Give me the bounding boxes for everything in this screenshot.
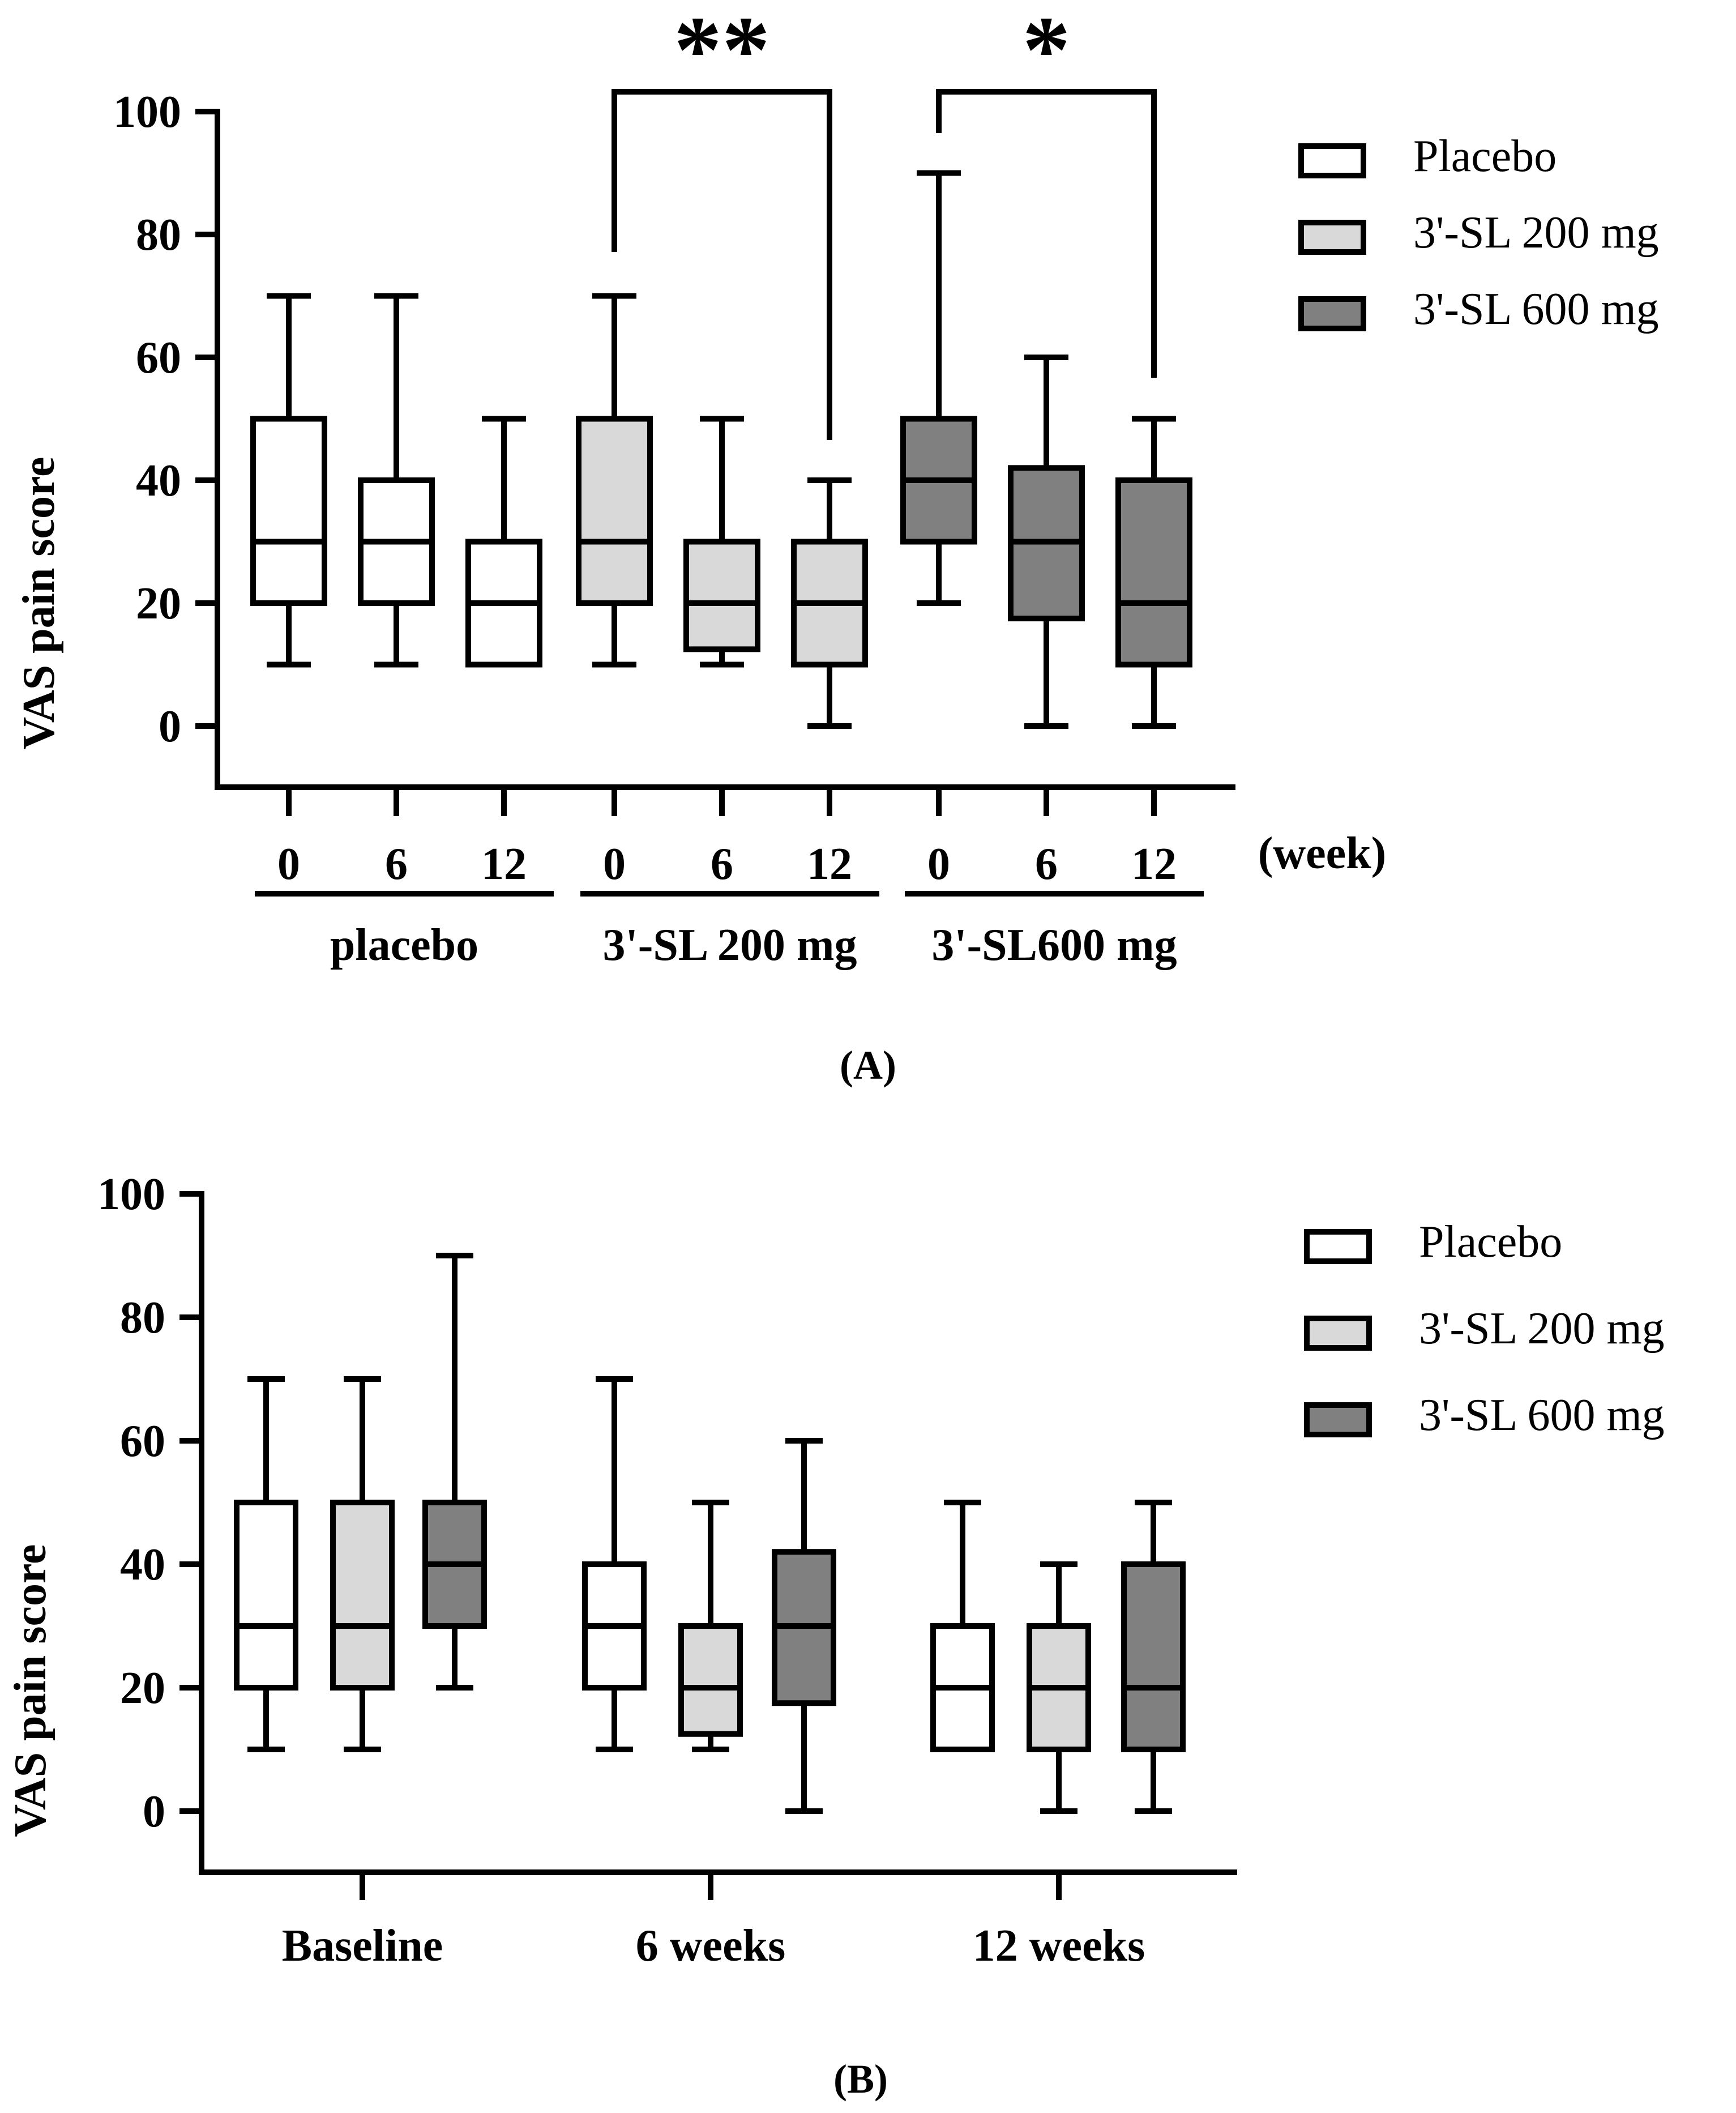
panel-b-label: (B) <box>833 2056 888 2102</box>
box-iqr <box>678 1623 743 1737</box>
x-tick-label-week: 12 <box>807 839 852 889</box>
box-sl600-week-12 <box>1115 416 1192 729</box>
panel-a-week-label: (week) <box>1258 829 1387 878</box>
panel-b-legend: Placebo 3'-SL 200 mg 3'-SL 600 mg <box>1304 1217 1665 1440</box>
legend-label: Placebo <box>1419 1217 1562 1267</box>
panel-b-y-tick-label: 40 <box>120 1540 165 1590</box>
box-placebo-0 <box>234 1376 298 1752</box>
panel-a-y-tick-label: 20 <box>136 579 181 629</box>
legend-item-placebo: Placebo <box>1298 131 1557 181</box>
legend-label: 3'-SL 600 mg <box>1413 284 1659 334</box>
significance-stars: * <box>1023 0 1071 103</box>
box-placebo-1 <box>582 1376 647 1752</box>
x-tick-label-week: 6 <box>385 839 408 889</box>
box-iqr <box>1121 1561 1186 1752</box>
panel-a-y-tick-label: 60 <box>136 333 181 383</box>
x-tick-label-week: 6 <box>1035 839 1058 889</box>
panel-a-y-tick-label: 40 <box>136 456 181 506</box>
legend-item-placebo: Placebo <box>1304 1217 1562 1267</box>
legend-label: 3'-SL 600 mg <box>1419 1390 1665 1440</box>
box-sl600-1 <box>772 1438 836 1814</box>
box-sl600-0 <box>422 1253 487 1691</box>
panel-a-y-tick-label: 80 <box>136 210 181 260</box>
group-label: 3'-SL600 mg <box>931 920 1177 970</box>
legend-item-sl600: 3'-SL 600 mg <box>1298 284 1659 334</box>
x-tick-label-week: 12 <box>1131 839 1177 889</box>
panel-b-y-tick-label: 20 <box>120 1663 165 1713</box>
legend-label: 3'-SL 200 mg <box>1413 208 1659 258</box>
legend-item-sl600: 3'-SL 600 mg <box>1304 1390 1665 1440</box>
box-iqr <box>250 416 327 606</box>
panel-b-y-tick-label: 80 <box>120 1293 165 1343</box>
panel-b-y-tick-label: 0 <box>143 1787 165 1837</box>
box-placebo-week-0 <box>250 293 327 668</box>
panel-a-legend: Placebo 3'-SL 200 mg 3'-SL 600 mg <box>1298 131 1659 334</box>
legend-swatch <box>1304 1229 1372 1264</box>
panel-a-label: (A) <box>840 1043 896 1088</box>
x-tick-label-week: 0 <box>277 839 300 889</box>
x-tick-label-category: 6 weeks <box>636 1921 785 1971</box>
box-placebo-week-6 <box>358 293 435 668</box>
panel-b-ylabel: VAS pain score <box>6 1544 55 1837</box>
box-sl200-0 <box>330 1376 395 1752</box>
box-sl600-week-0 <box>900 170 977 606</box>
box-sl200-week-0 <box>576 293 653 668</box>
x-tick-label-category: 12 weeks <box>973 1921 1145 1971</box>
panel-a-ylabel: VAS pain score <box>14 456 64 749</box>
panel-a-y-tick-label: 0 <box>159 702 181 752</box>
legend-swatch <box>1298 143 1366 178</box>
panel-a-y-tick-label: 100 <box>113 87 181 137</box>
legend-item-sl200: 3'-SL 200 mg <box>1304 1304 1665 1354</box>
x-tick-label-category: Baseline <box>282 1921 443 1971</box>
x-tick-label-week: 0 <box>927 839 950 889</box>
legend-item-sl200: 3'-SL 200 mg <box>1298 208 1659 258</box>
panel-b-y-tick-label: 60 <box>120 1416 165 1466</box>
group-label: 3'-SL 200 mg <box>603 920 857 970</box>
legend-swatch <box>1298 220 1366 255</box>
legend-label: 3'-SL 200 mg <box>1419 1304 1665 1354</box>
box-iqr <box>234 1500 298 1691</box>
legend-swatch <box>1304 1402 1372 1437</box>
legend-swatch <box>1304 1316 1372 1351</box>
box-placebo-week-12 <box>465 416 542 668</box>
significance-stars: ** <box>674 0 770 103</box>
x-tick-label-week: 6 <box>711 839 733 889</box>
x-tick-label-week: 12 <box>481 839 527 889</box>
significance-bracket: * <box>936 0 1157 378</box>
box-placebo-2 <box>930 1500 995 1752</box>
legend-label: Placebo <box>1413 131 1557 181</box>
x-tick-label-week: 0 <box>603 839 626 889</box>
box-sl200-1 <box>678 1500 743 1752</box>
panel-b-chart: VAS pain score 0 20 40 60 80 100 Baseline 6 we… <box>6 1169 1237 2102</box>
box-sl200-week-12 <box>791 477 868 729</box>
box-sl600-week-6 <box>1008 355 1085 729</box>
box-iqr <box>1115 477 1192 668</box>
box-sl200-2 <box>1027 1561 1091 1814</box>
group-label: placebo <box>330 920 478 970</box>
box-sl600-2 <box>1121 1500 1186 1814</box>
box-iqr <box>576 416 653 606</box>
significance-bracket: ** <box>612 0 832 440</box>
box-iqr <box>683 539 760 652</box>
panel-b-y-tick-label: 100 <box>97 1169 165 1219</box>
box-iqr <box>330 1500 395 1691</box>
legend-swatch <box>1298 296 1366 331</box>
box-sl200-week-6 <box>683 416 760 668</box>
